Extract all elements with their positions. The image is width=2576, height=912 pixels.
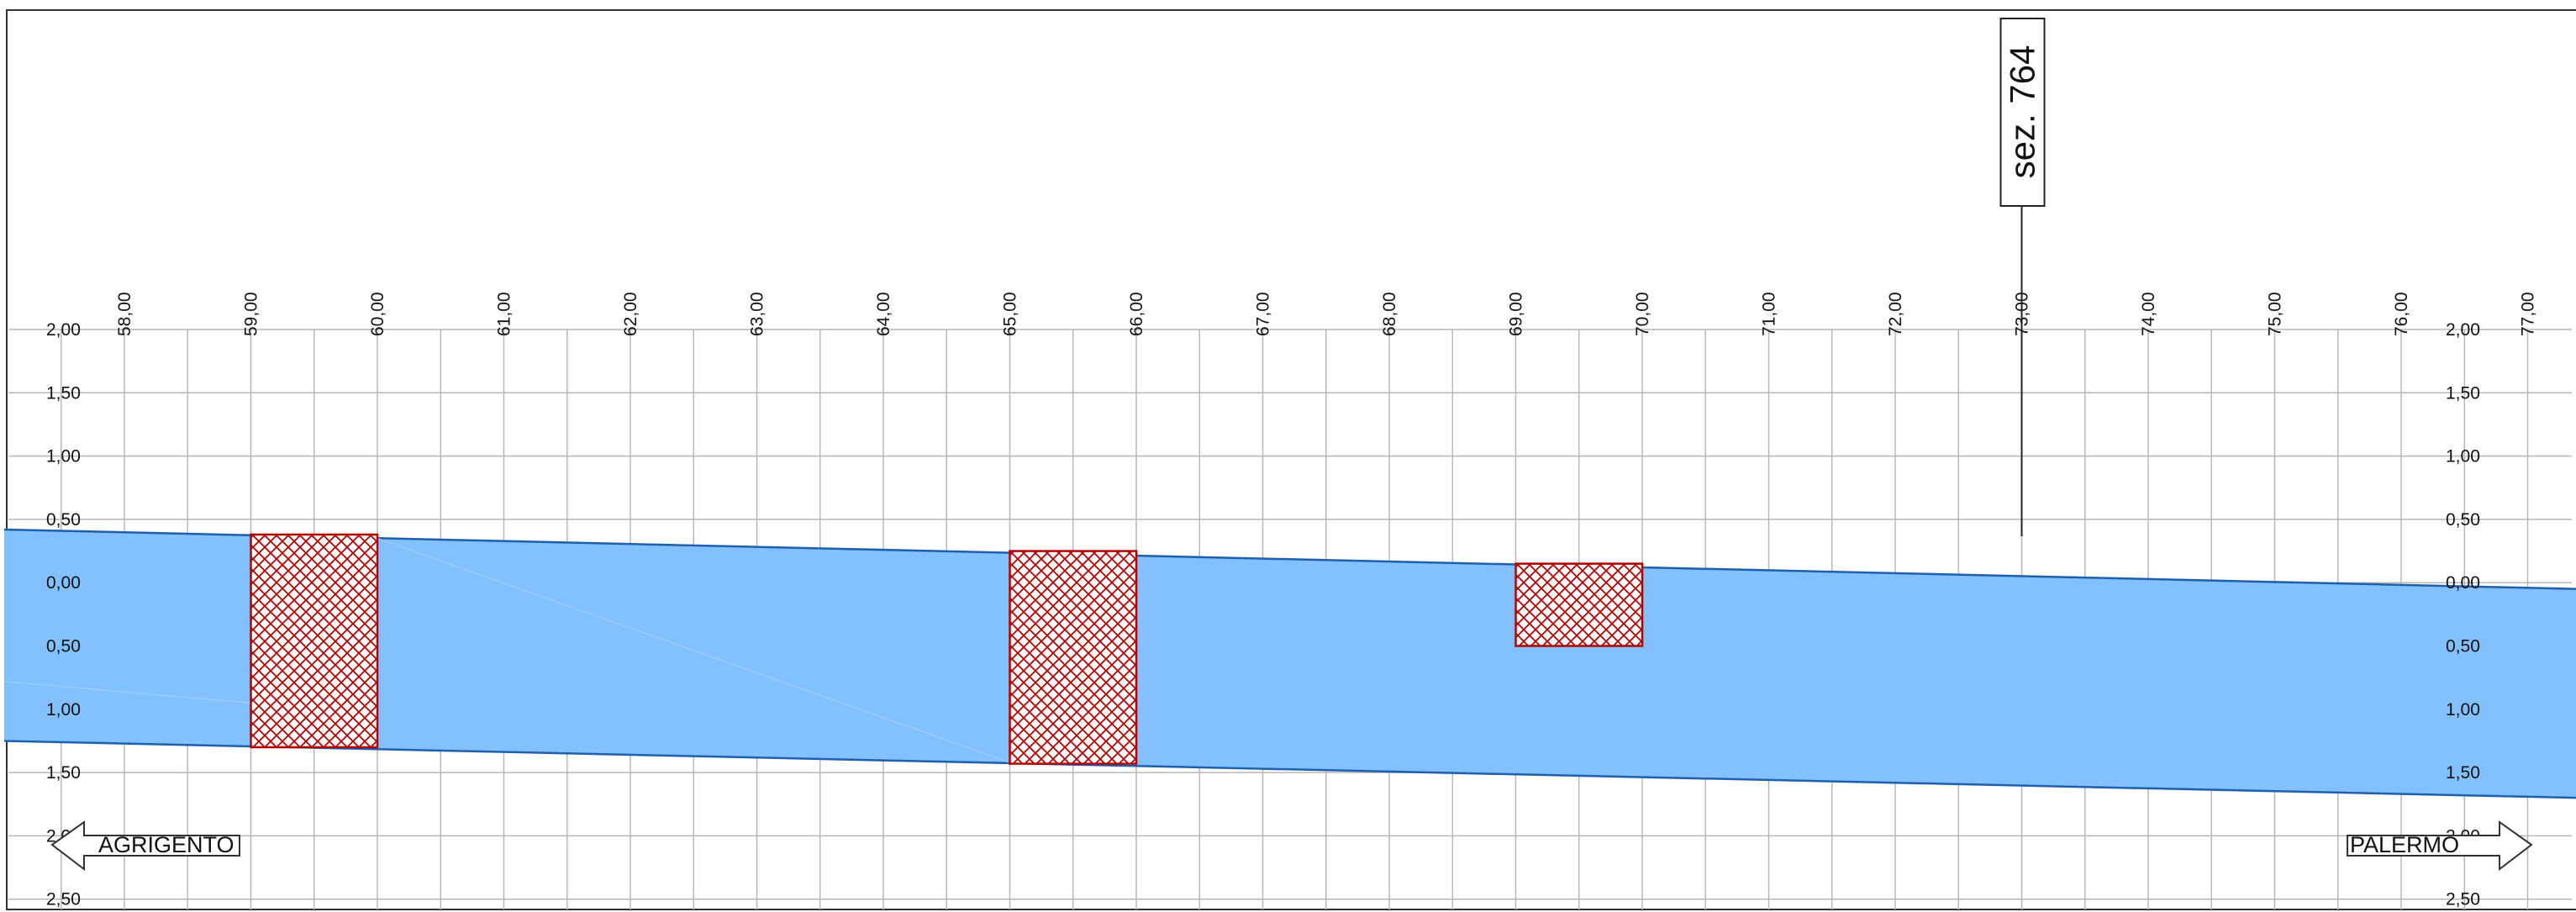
hatched-areas (250, 533, 1644, 765)
road-edge-bottom (3, 740, 2576, 799)
level-label: 1,50 (2446, 383, 2480, 403)
level-label: 1,00 (46, 700, 81, 720)
station-tick-label: 58,00 (115, 292, 134, 336)
level-label: 0,50 (2446, 637, 2480, 656)
hatched-area (250, 533, 379, 749)
road-edge-top (3, 528, 2576, 590)
station-tick-label: 60,00 (368, 292, 387, 336)
direction-label-right: PALERMO (2350, 832, 2459, 857)
level-label: 0,50 (46, 637, 81, 656)
level-label: 2,50 (46, 890, 81, 909)
station-tick-label: 72,00 (1886, 292, 1905, 336)
direction-arrow-palermo: PALERMO (2347, 820, 2533, 872)
level-label: 2,50 (2446, 890, 2480, 909)
section-marker: sez. 764 (1999, 18, 2046, 536)
station-tick-labels: 58,00 59,00 60,00 61,00 62,00 63,00 64,00 65,00… (115, 292, 2538, 336)
level-label: 1,00 (2446, 447, 2480, 467)
station-tick-label: 70,00 (1633, 292, 1652, 336)
level-label: 1,50 (46, 383, 81, 403)
station-tick-label: 77,00 (2519, 292, 2538, 336)
station-tick-label: 74,00 (2139, 292, 2158, 336)
station-tick-label: 71,00 (1760, 292, 1779, 336)
station-tick-label: 59,00 (242, 292, 261, 336)
station-tick-label: 76,00 (2392, 292, 2411, 336)
level-label: 2,00 (2446, 320, 2480, 340)
hatched-area (1009, 550, 1138, 765)
station-tick-label: 62,00 (621, 292, 640, 336)
station-tick-label: 69,00 (1507, 292, 1526, 336)
direction-label-left: AGRIGENTO (98, 832, 234, 857)
faint-construction-line (377, 537, 1010, 763)
station-tick-label: 66,00 (1127, 292, 1146, 336)
level-label: 0,50 (2446, 510, 2480, 530)
station-tick-label: 68,00 (1380, 292, 1399, 336)
level-labels-left: 2,001,501,000,500,000,501,001,502,002,50 (46, 320, 81, 909)
left-arrow-icon (50, 820, 240, 872)
section-label: sez. 764 (2003, 45, 2042, 179)
level-label: 0,00 (46, 573, 81, 593)
level-label: 1,50 (2446, 763, 2480, 783)
station-tick-label: 61,00 (495, 292, 514, 336)
station-tick-label: 63,00 (748, 292, 767, 336)
station-tick-label: 65,00 (1001, 292, 1020, 336)
level-label: 2,00 (46, 320, 81, 340)
section-label-box (1999, 18, 2046, 207)
road-band (4, 529, 2576, 799)
level-label: 0,00 (2446, 573, 2480, 593)
level-label: 0,50 (46, 510, 81, 530)
drawing-frame (6, 9, 2576, 910)
right-arrow-icon (2347, 820, 2533, 872)
station-tick-label: 64,00 (874, 292, 893, 336)
direction-arrow-agrigento: AGRIGENTO (50, 820, 240, 872)
station-tick-label: 75,00 (2266, 292, 2285, 336)
faint-construction-line (3, 681, 251, 704)
station-tick-label: 67,00 (1254, 292, 1273, 336)
road-band-layer (3, 528, 2576, 799)
hatched-area (1515, 562, 1644, 647)
level-label: 1,00 (46, 447, 81, 467)
level-label: 1,50 (46, 763, 81, 783)
level-label: 1,00 (2446, 700, 2480, 720)
